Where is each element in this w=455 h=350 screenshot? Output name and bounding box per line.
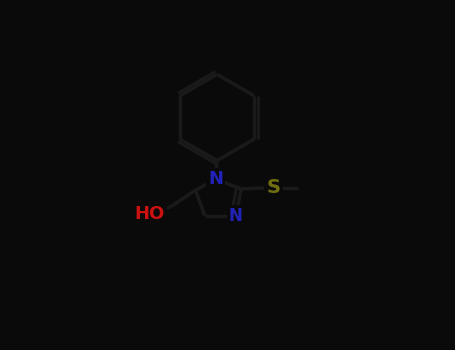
Text: N: N	[229, 207, 243, 225]
Text: HO: HO	[135, 205, 165, 224]
Text: S: S	[267, 178, 281, 197]
Text: N: N	[208, 170, 223, 188]
